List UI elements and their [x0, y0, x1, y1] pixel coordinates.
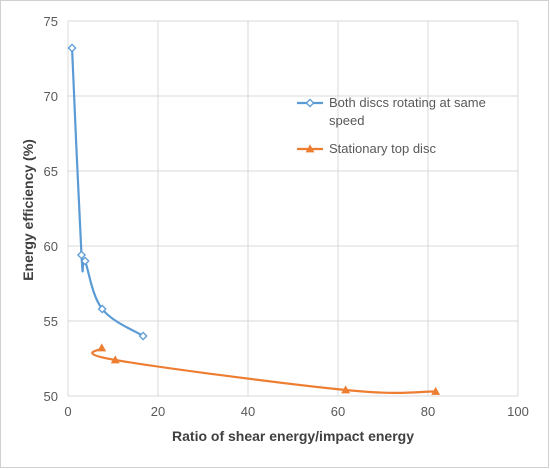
axes: 50 55 60 65 70 75 0 20 40 60 80 100 [44, 14, 529, 419]
grid [67, 20, 519, 397]
x-tick-label: 20 [151, 404, 165, 419]
x-tick-label: 60 [331, 404, 345, 419]
y-tick-label: 65 [44, 164, 58, 179]
x-tick-label: 80 [421, 404, 435, 419]
data-point-triangle [305, 144, 315, 153]
series-line [70, 47, 144, 337]
data-point-triangle [341, 385, 351, 394]
legend-label: speed [329, 113, 364, 128]
legend-label: Both discs rotating at same [329, 95, 486, 110]
x-tick-label: 100 [507, 404, 529, 419]
series-layer [67, 43, 441, 395]
data-point-diamond [76, 250, 87, 260]
data-point-triangle [110, 355, 120, 364]
series-line [91, 346, 436, 394]
x-tick-label: 0 [64, 404, 71, 419]
data-point-diamond [305, 98, 315, 108]
series-1 [67, 43, 148, 341]
y-axis-label: Energy efficiency (%) [20, 139, 36, 281]
data-point-triangle [431, 386, 441, 395]
legend-item-2: Stationary top disc [297, 141, 436, 156]
y-tick-label: 75 [44, 14, 58, 29]
legend: Both discs rotating at same speed Stationa… [297, 95, 486, 156]
x-tick-label: 40 [241, 404, 255, 419]
data-point-triangle [97, 343, 107, 352]
y-tick-label: 60 [44, 239, 58, 254]
data-point-diamond [97, 304, 107, 314]
series-2 [91, 343, 441, 395]
legend-label: Stationary top disc [329, 141, 436, 156]
legend-item-1: Both discs rotating at same speed [297, 95, 486, 128]
data-point-diamond [138, 331, 148, 341]
y-tick-label: 50 [44, 389, 58, 404]
data-point-diamond [67, 43, 77, 53]
y-tick-label: 55 [44, 314, 58, 329]
y-tick-label: 70 [44, 89, 58, 104]
data-point-diamond [80, 256, 90, 266]
x-axis-label: Ratio of shear energy/impact energy [172, 428, 414, 444]
